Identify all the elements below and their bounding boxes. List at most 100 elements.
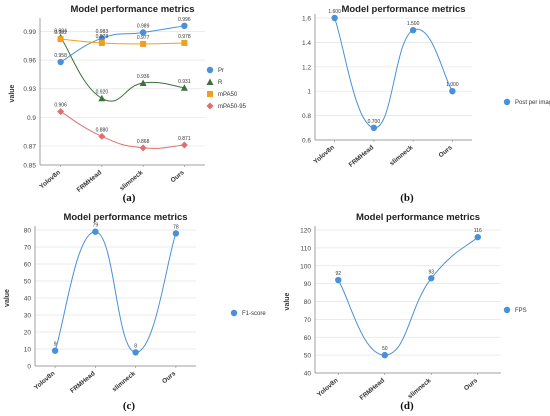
data-point — [172, 230, 180, 237]
data-point — [98, 132, 106, 140]
data-label: 0.906 — [54, 103, 67, 109]
legend-label: R — [218, 80, 223, 86]
series-line-r — [60, 36, 185, 102]
data-point — [428, 275, 435, 282]
data-label: 0.982 — [54, 30, 67, 36]
legend-label: mPA50-95 — [218, 104, 247, 110]
y-tick-label: 1.4 — [302, 40, 311, 47]
y-tick-label: 70 — [24, 245, 32, 252]
data-label: 92 — [335, 271, 341, 277]
y-tick-label: 0.87 — [23, 143, 36, 150]
y-tick-label: 1.2 — [302, 64, 311, 71]
y-tick-label: 0.85 — [23, 163, 36, 170]
chart-panel-b: Model performance metrics 0.6 0.8 1 1.2 1.4 1.… — [275, 0, 550, 190]
y-tick-label: 110 — [301, 245, 312, 252]
x-tick-label: Ours — [438, 144, 454, 159]
data-point — [140, 40, 147, 47]
x-tick-label: FRMHead — [69, 370, 96, 395]
data-point — [57, 36, 64, 43]
data-point — [180, 84, 188, 91]
y-tick-label: 0.6 — [302, 138, 311, 145]
data-label: 1.000 — [446, 82, 459, 88]
data-label: 0.996 — [178, 17, 191, 23]
series-line-fps — [337, 236, 479, 356]
x-tick-label: Ours — [170, 169, 186, 184]
x-tick-label: Yolov8n — [33, 370, 57, 391]
chart-title: Model performance metrics — [341, 4, 465, 15]
x-tick-label: FRMHead — [359, 377, 386, 402]
data-point — [51, 347, 59, 354]
legend-label: mPA50 — [218, 92, 238, 98]
data-point — [474, 233, 481, 241]
data-point — [139, 29, 147, 36]
data-label: 0.880 — [96, 127, 109, 133]
data-point — [98, 35, 106, 42]
series-line-mpa50-95 — [60, 111, 185, 149]
data-label: 78 — [173, 224, 179, 230]
chart-a-svg: Model performance metrics 0.85 0.87 0.9 0.93… — [9, 4, 247, 194]
legend-marker — [230, 309, 238, 317]
caption-d: (d) — [400, 400, 414, 412]
legend-marker — [207, 91, 213, 97]
data-point — [132, 349, 139, 356]
data-label: 0.936 — [137, 74, 150, 80]
y-tick-label: 30 — [24, 313, 32, 320]
y-tick-label: 0.8 — [302, 113, 311, 120]
data-label: 0.978 — [96, 34, 109, 40]
data-label: 116 — [474, 228, 482, 234]
series-line-mpa50 — [60, 38, 185, 45]
legend-marker — [503, 306, 511, 314]
data-point — [381, 351, 388, 359]
x-tick-label: FRMHead — [348, 144, 375, 169]
legend-label: Post per image — [515, 100, 550, 106]
data-label: 0.700 — [368, 119, 381, 125]
data-label: 0.989 — [137, 23, 150, 29]
legend-label: Pr — [218, 68, 224, 74]
x-tick-label: Yolov8n — [312, 144, 336, 165]
data-label: 0.983 — [96, 29, 109, 35]
chart-panel-c: Model performance metrics 0 10 20 30 40 50 60 70… — [0, 208, 275, 398]
y-tick-label: 1 — [307, 89, 311, 96]
data-label: 0.871 — [178, 136, 191, 142]
series-line-post-per-image — [334, 17, 453, 129]
data-point — [335, 276, 342, 284]
data-label: 79 — [93, 223, 99, 229]
y-tick-label: 40 — [304, 371, 312, 378]
x-tick-label: Ours — [463, 377, 479, 392]
data-label: 0.868 — [137, 139, 150, 145]
x-tick-label: slimneck — [389, 144, 415, 167]
y-axis-label: value — [9, 84, 16, 102]
y-axis-label: value — [284, 292, 291, 310]
chart-b-svg: Model performance metrics 0.6 0.8 1 1.2 1.4 1.… — [302, 4, 550, 169]
y-tick-label: 20 — [24, 330, 32, 337]
data-label: 50 — [382, 346, 388, 352]
data-label: 9 — [54, 342, 57, 348]
data-point — [181, 39, 188, 46]
caption-b: (b) — [400, 192, 414, 204]
x-tick-label: slimneck — [119, 169, 145, 192]
data-point — [139, 144, 147, 152]
y-tick-label: 60 — [24, 262, 32, 269]
x-tick-label: slimneck — [111, 370, 137, 393]
chart-panel-d: Model performance metrics 40 50 60 70 80 90 100… — [275, 208, 550, 402]
y-tick-label: 70 — [304, 317, 312, 324]
data-point — [139, 79, 147, 87]
legend-marker — [206, 78, 214, 85]
legend-marker — [503, 98, 511, 106]
series-line-pr — [60, 25, 185, 63]
chart-title: Model performance metrics — [70, 4, 194, 15]
data-point — [331, 14, 338, 22]
chart-title: Model performance metrics — [63, 212, 187, 223]
x-tick-label: Yolov8n — [316, 377, 340, 398]
caption-a: (a) — [122, 192, 136, 204]
legend-label: F1-score — [242, 311, 266, 317]
y-tick-label: 100 — [300, 263, 311, 270]
data-label: 1.500 — [407, 21, 420, 27]
data-point — [57, 58, 64, 66]
data-label: 1.600 — [328, 9, 341, 15]
data-point — [92, 228, 99, 235]
data-label: 0.977 — [137, 35, 150, 41]
y-tick-label: 50 — [24, 279, 32, 286]
data-label: 0.984 — [54, 28, 67, 34]
data-point — [98, 39, 105, 46]
